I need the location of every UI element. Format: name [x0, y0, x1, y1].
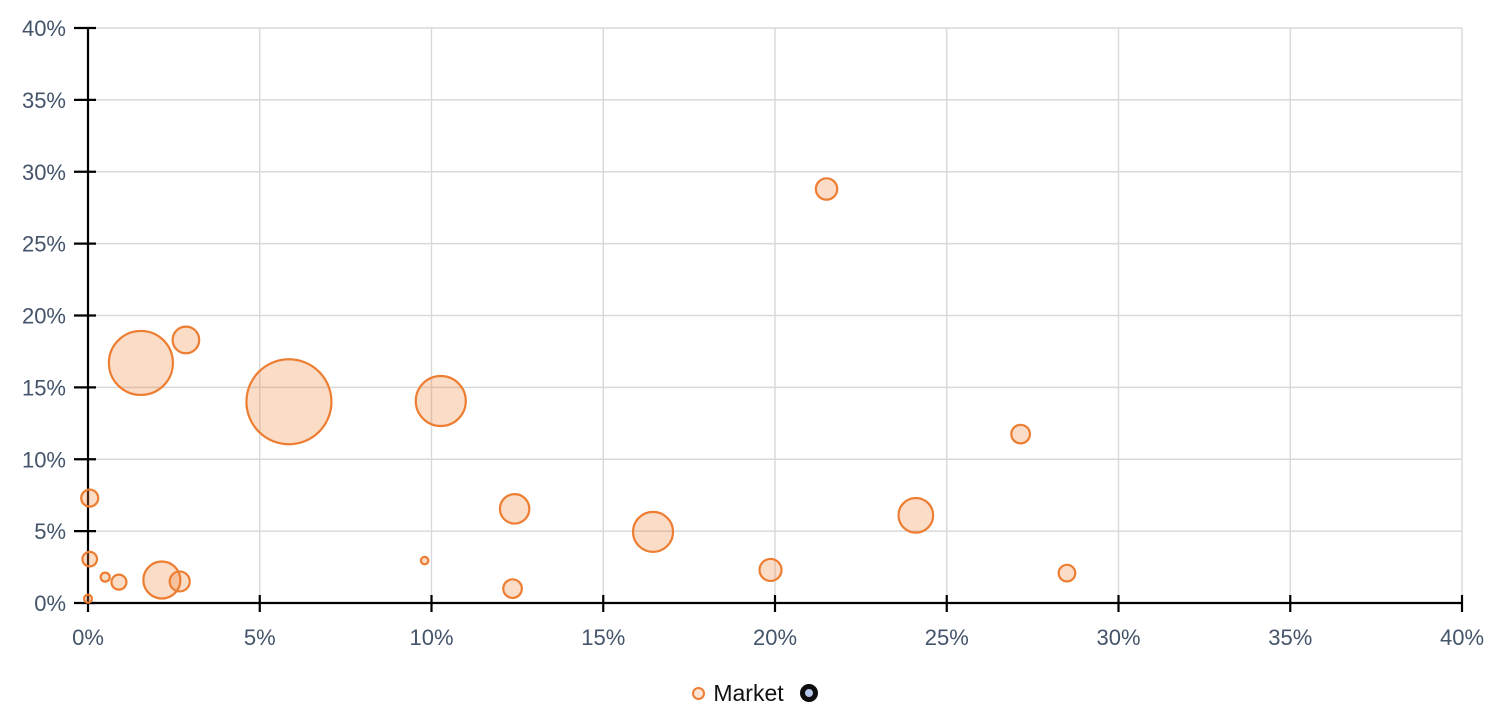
bubble[interactable] [80, 488, 100, 508]
bubble[interactable] [110, 573, 128, 591]
legend-item-market[interactable]: Market [692, 679, 784, 706]
x-axis-tick-label: 15% [581, 625, 625, 650]
y-axis-tick-label: 0% [34, 591, 66, 616]
bubble[interactable] [81, 550, 99, 568]
chart-legend: Market [0, 678, 1510, 708]
bubble[interactable] [82, 593, 94, 604]
bubble[interactable] [142, 560, 182, 600]
legend-label-market: Market [713, 679, 784, 706]
bubble[interactable] [414, 374, 467, 428]
bubble[interactable] [498, 493, 531, 525]
bubble[interactable] [631, 510, 675, 553]
x-axis-tick-label: 40% [1440, 625, 1484, 650]
bubble[interactable] [171, 325, 201, 355]
y-axis-tick-label: 5% [34, 519, 66, 544]
x-axis-tick-label: 10% [409, 625, 453, 650]
bubble[interactable] [814, 177, 839, 201]
y-axis-tick-label: 20% [22, 304, 66, 329]
market-series-marker-icon [692, 686, 706, 700]
bubble[interactable] [1057, 563, 1077, 583]
x-axis-tick-label: 25% [925, 625, 969, 650]
bubble[interactable] [99, 571, 111, 583]
y-axis-tick-label: 10% [22, 447, 66, 472]
x-axis-tick-label: 30% [1096, 625, 1140, 650]
x-axis-tick-label: 35% [1268, 625, 1312, 650]
bubble[interactable] [168, 570, 191, 593]
y-axis-tick-label: 15% [22, 375, 66, 400]
x-axis-tick-label: 5% [244, 625, 276, 650]
bubble[interactable] [419, 555, 430, 566]
bubble[interactable] [897, 496, 935, 534]
bubble[interactable] [107, 329, 174, 397]
y-axis-tick-label: 30% [22, 160, 66, 185]
bubble[interactable] [245, 358, 333, 446]
x-axis-tick-label: 20% [753, 625, 797, 650]
y-axis-tick-label: 25% [22, 232, 66, 257]
x-axis-tick-label: 0% [72, 625, 104, 650]
bubble[interactable] [1010, 423, 1032, 445]
unnamed-series-marker-icon [799, 684, 818, 702]
bubble[interactable] [758, 557, 783, 583]
y-axis-tick-label: 35% [22, 88, 66, 113]
y-axis-tick-label: 40% [22, 16, 66, 41]
bubble[interactable] [502, 578, 523, 600]
legend-item-unnamed-series[interactable] [799, 684, 818, 702]
